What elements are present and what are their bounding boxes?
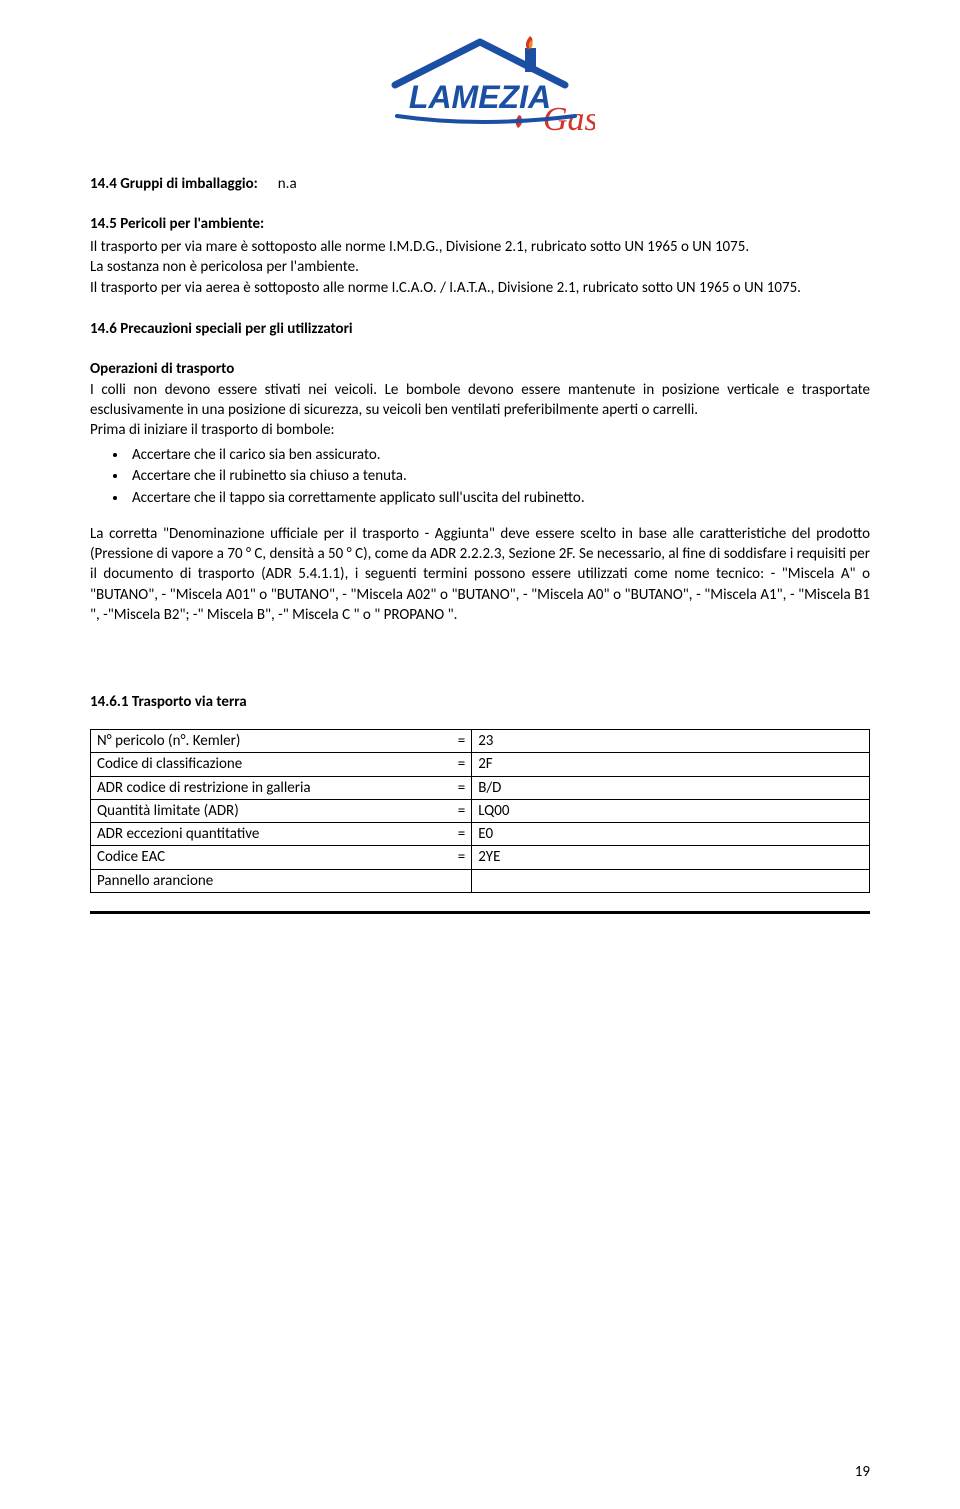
bullet-item: Accertare che il rubinetto sia chiuso a … xyxy=(128,466,870,488)
precautions-bullet-list: Accertare che il carico sia ben assicura… xyxy=(128,445,870,510)
operazioni-subheading: Operazioni di trasporto xyxy=(90,360,870,378)
table-cell-value: B/D xyxy=(472,776,870,799)
section-14-4-label: 14.4 Gruppi di imballaggio: xyxy=(90,175,258,193)
logo-container: LAMEZIA Gas xyxy=(90,30,870,145)
operazioni-para1: I colli non devono essere stivati nei ve… xyxy=(90,380,870,421)
bullet-item: Accertare che il tappo sia correttamente… xyxy=(128,488,870,510)
table-row: Codice di classificazione=2F xyxy=(91,753,870,776)
section-14-4-heading: 14.4 Gruppi di imballaggio: n.a xyxy=(90,175,870,193)
table-cell-value: 23 xyxy=(472,730,870,753)
table-cell-value: LQ00 xyxy=(472,799,870,822)
bullet-item: Accertare che il carico sia ben assicura… xyxy=(128,445,870,467)
table-row: Codice EAC=2YE xyxy=(91,846,870,869)
table-cell-label: Pannello arancione xyxy=(91,869,472,892)
table-cell-label: Quantità limitate (ADR)= xyxy=(91,799,472,822)
table-cell-label: ADR eccezioni quantitative= xyxy=(91,823,472,846)
table-row: Quantità limitate (ADR)=LQ00 xyxy=(91,799,870,822)
brand-text: LAMEZIA xyxy=(409,79,551,115)
section-14-4-value: n.a xyxy=(278,175,297,193)
page-number: 19 xyxy=(855,1463,870,1481)
table-cell-value: E0 xyxy=(472,823,870,846)
bullets-intro: Prima di iniziare il trasporto di bombol… xyxy=(90,420,870,440)
table-row: ADR codice di restrizione in galleria=B/… xyxy=(91,776,870,799)
table-cell-label: N° pericolo (n°. Kemler)= xyxy=(91,730,472,753)
table-cell-label: Codice EAC= xyxy=(91,846,472,869)
table-cell-label: Codice di classificazione= xyxy=(91,753,472,776)
table-cell-value: 2F xyxy=(472,753,870,776)
section-14-5-line1: Il trasporto per via mare è sottoposto a… xyxy=(90,237,870,257)
table-row: Pannello arancione xyxy=(91,869,870,892)
transport-land-table: N° pericolo (n°. Kemler)=23Codice di cla… xyxy=(90,729,870,893)
section-14-5-line2: La sostanza non è pericolosa per l'ambie… xyxy=(90,257,870,277)
table-row: ADR eccezioni quantitative=E0 xyxy=(91,823,870,846)
footer-divider xyxy=(90,911,870,914)
section-14-5-heading: 14.5 Pericoli per l'ambiente: xyxy=(90,215,870,233)
section-14-5-line3: Il trasporto per via aerea è sottoposto … xyxy=(90,278,870,298)
table-cell-value xyxy=(472,869,870,892)
table-cell-label: ADR codice di restrizione in galleria= xyxy=(91,776,472,799)
table-cell-value: 2YE xyxy=(472,846,870,869)
denominazione-para: La corretta "Denominazione ufficiale per… xyxy=(90,524,870,625)
table-row: N° pericolo (n°. Kemler)=23 xyxy=(91,730,870,753)
brand-logo: LAMEZIA Gas xyxy=(365,30,595,140)
section-14-6-1-heading: 14.6.1 Trasporto via terra xyxy=(90,693,870,711)
section-14-6-heading: 14.6 Precauzioni speciali per gli utiliz… xyxy=(90,320,870,338)
